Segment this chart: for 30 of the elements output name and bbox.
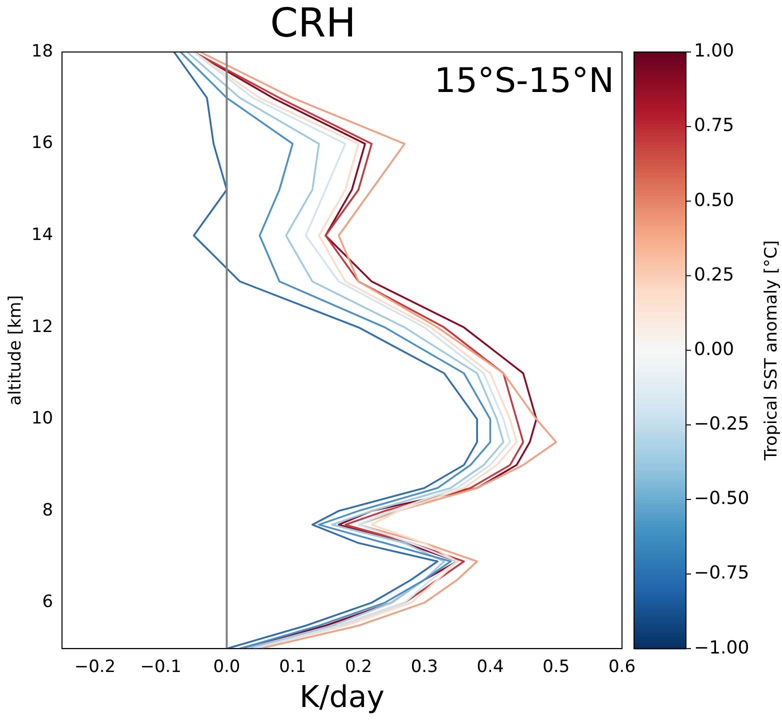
x-tick-label: 0.0	[213, 657, 240, 678]
annotation: 15°S-15°N	[434, 60, 614, 101]
x-tick-label: 0.5	[542, 657, 570, 678]
x-tick-label: 0.2	[344, 657, 372, 678]
x-tick-label: −0.1	[140, 657, 182, 678]
color-bar-label: 0.00	[694, 338, 734, 360]
y-tick-label: 12	[31, 316, 54, 337]
y-tick-label: 8	[42, 500, 54, 520]
x-tick-label: −0.2	[74, 657, 116, 678]
color-bar-label: 0.75	[694, 115, 734, 136]
y-tick-label: 10	[31, 408, 54, 429]
color-bar-label: −0.25	[694, 414, 750, 435]
x-tick-label: 0.1	[279, 657, 306, 678]
x-axis-title: K/day	[300, 680, 384, 715]
chart-title: CRH	[270, 0, 356, 46]
y-tick-label: 6	[42, 592, 54, 612]
y-tick-label: 16	[31, 133, 54, 154]
color-bar-label: −0.75	[694, 562, 750, 584]
color-bar-label: 0.25	[694, 264, 734, 286]
color-bar-label: 0.50	[694, 190, 734, 211]
x-tick-label: 0.4	[476, 657, 504, 678]
x-tick-label: 0.6	[608, 657, 636, 678]
color-bar-label: −1.00	[694, 637, 750, 658]
color-bar-label: 1.00	[694, 40, 734, 62]
color-bar-title: Tropical SST anomaly [°C]	[761, 240, 782, 462]
color-bar-label: −0.50	[694, 488, 750, 510]
x-tick-label: 0.3	[410, 657, 438, 678]
y-tick-label: 14	[31, 224, 54, 245]
y-tick-label: 18	[31, 41, 54, 62]
y-axis-title: altitude [km]	[6, 295, 26, 406]
